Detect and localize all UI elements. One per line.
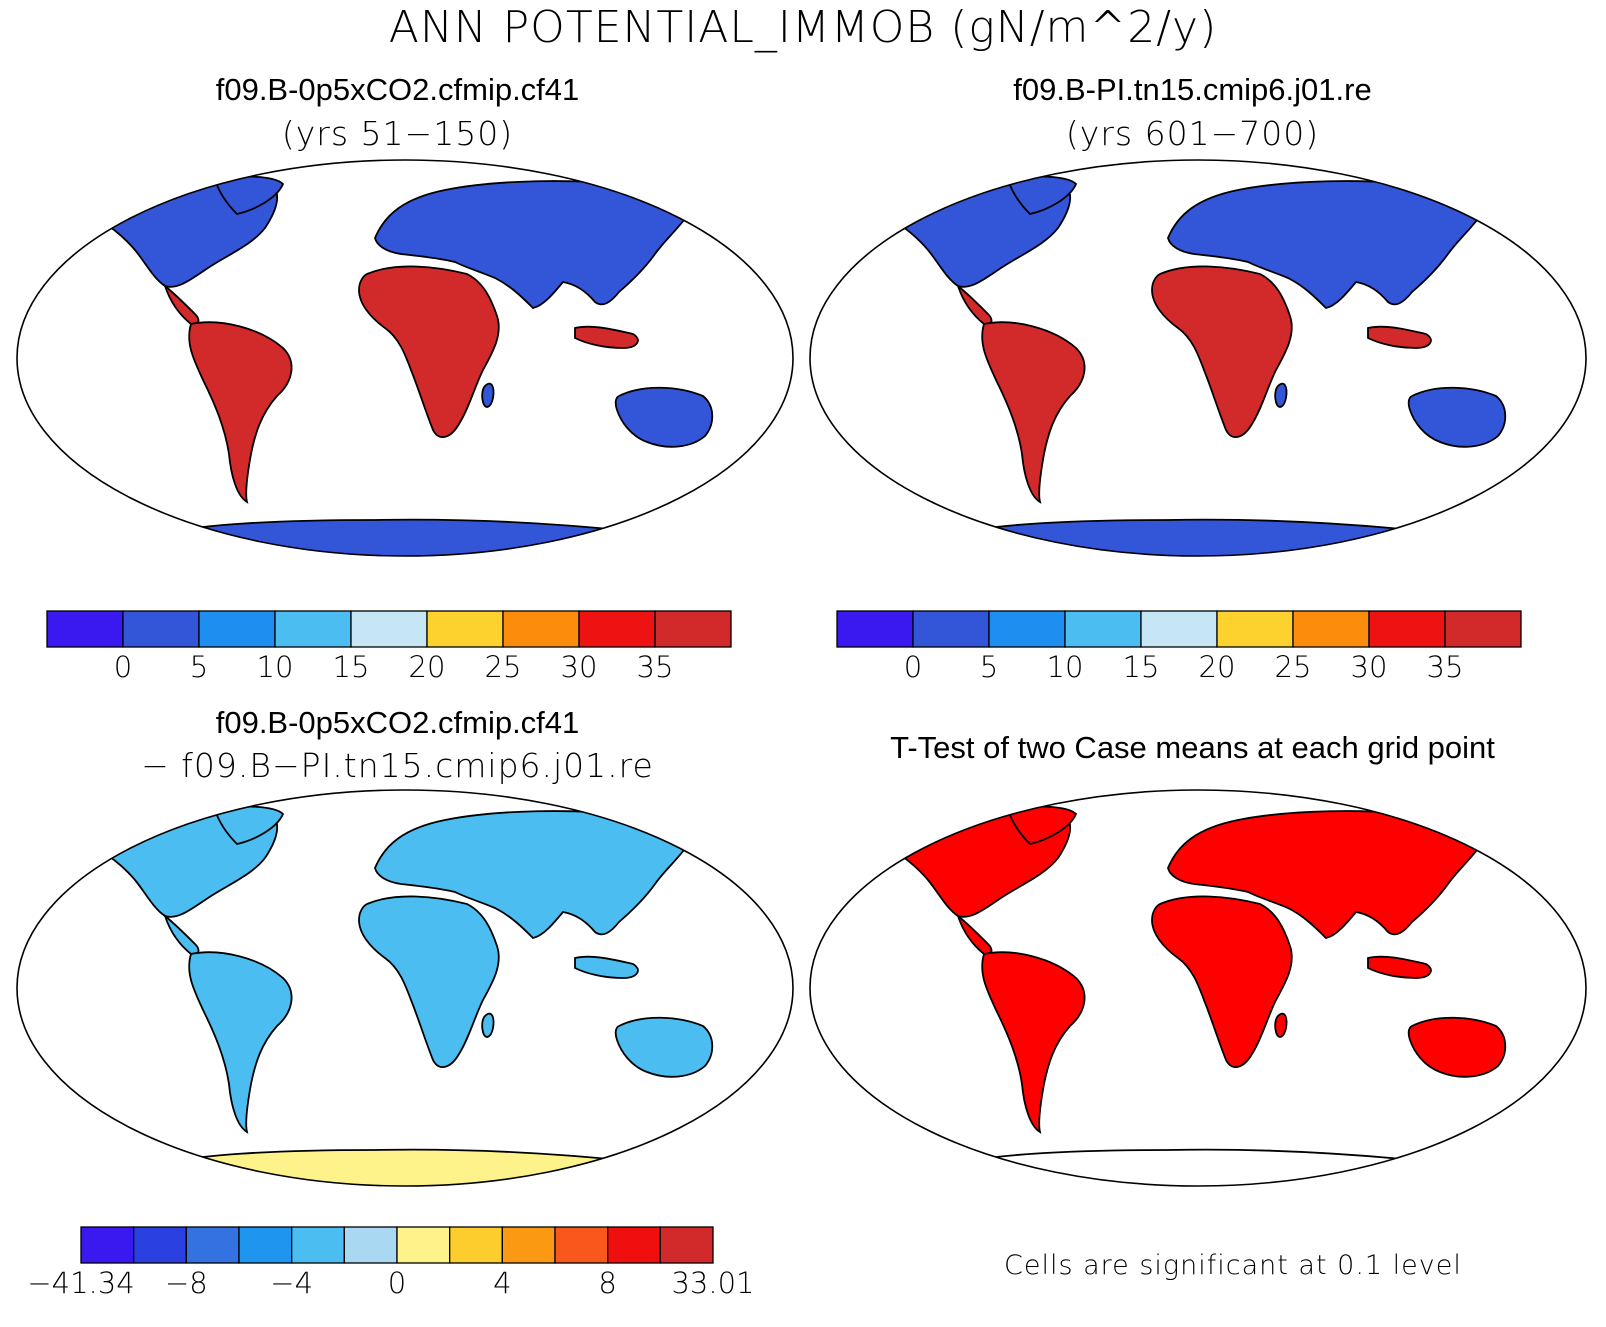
ttest-map (809, 789, 1587, 1187)
africa-landmass (1151, 895, 1293, 1068)
case1-title: f09.B-0p5xCO2.cfmip.cf41 (215, 72, 580, 107)
colorbar-swatch (350, 610, 428, 648)
samerica-landmass (981, 321, 1086, 504)
colorbar-tick-label: 10 (256, 650, 294, 684)
colorbar-tick-label: 15 (1122, 650, 1160, 684)
map-frame (809, 789, 1587, 1187)
ttest-title: T-Test of two Case means at each grid po… (890, 730, 1495, 765)
significance-note: Cells are significant at 0.1 level (1004, 1250, 1462, 1281)
colorbar-tick-label: 8 (598, 1266, 617, 1300)
colorbar-swatch (1368, 610, 1446, 648)
colorbar-tick-label: 5 (189, 650, 209, 684)
eurasia-landmass (374, 810, 690, 939)
colorbar-tick-label: −8 (164, 1266, 208, 1300)
colorbar-swatch (291, 1226, 345, 1264)
australia-landmass (1407, 1016, 1507, 1078)
africa-landmass (358, 265, 500, 438)
colorbar-tick-label: 0 (387, 1266, 407, 1300)
colorbar-swatch (654, 610, 732, 648)
case1-map (16, 159, 794, 557)
diff-colorbar (80, 1226, 714, 1264)
colorbar-tick-label: 15 (332, 650, 370, 684)
colorbar-swatch (578, 610, 656, 648)
australia-landmass (614, 1016, 714, 1078)
map-frame (16, 159, 794, 557)
map-frame (809, 159, 1587, 557)
colorbar-tick-label: 25 (1274, 650, 1312, 684)
colorbar-tick-label: 30 (560, 650, 598, 684)
colorbar-swatch (122, 610, 200, 648)
samerica-landmass (188, 951, 293, 1134)
colorbar-swatch (396, 1226, 451, 1264)
seasia-landmass (574, 955, 639, 979)
colorbar-swatch (1292, 610, 1370, 648)
figure-title: ANN POTENTIAL_IMMOB (gN/m^2/y) (388, 2, 1218, 53)
colorbar-swatch (1216, 610, 1294, 648)
colorbar-swatch (274, 610, 352, 648)
case2-title: f09.B-PI.tn15.cmip6.j01.re (1013, 72, 1372, 107)
colorbar-tick-label: 30 (1350, 650, 1388, 684)
colorbar-swatch (449, 1226, 503, 1264)
colorbar-swatch (554, 1226, 609, 1264)
madagascar-landmass (1274, 1012, 1288, 1038)
madagascar-landmass (481, 382, 495, 408)
colorbar-swatch (659, 1226, 714, 1264)
colorbar-swatch (1064, 610, 1142, 648)
diff-title: f09.B-0p5xCO2.cfmip.cf41 (215, 705, 580, 740)
diff-subtitle: − f09.B−PI.tn15.cmip6.j01.re (141, 746, 654, 785)
colorbar-swatch (836, 610, 914, 648)
colorbar-swatch (1140, 610, 1218, 648)
seasia-landmass (1367, 955, 1432, 979)
madagascar-landmass (481, 1012, 495, 1038)
colorbar-swatch (426, 610, 504, 648)
case1-years: (yrs 51−150) (281, 114, 514, 153)
colorbar-swatch (133, 1226, 187, 1264)
colorbar-swatch (912, 610, 990, 648)
colorbar-tick-label: 20 (408, 650, 446, 684)
colorbar-tick-label: −41.34 (27, 1266, 135, 1300)
colorbar-swatch (988, 610, 1066, 648)
case2-colorbar (836, 610, 1522, 648)
colorbar-tick-label: 25 (484, 650, 522, 684)
colorbar-tick-label: 4 (493, 1266, 512, 1300)
colorbar-tick-label: 35 (636, 650, 674, 684)
colorbar-tick-label: 0 (113, 650, 133, 684)
colorbar-tick-label: 20 (1198, 650, 1236, 684)
colorbar-swatch (502, 610, 580, 648)
colorbar-swatch (46, 610, 124, 648)
case2-map (809, 159, 1587, 557)
colorbar-swatch (607, 1226, 661, 1264)
map-frame (16, 789, 794, 1187)
seasia-landmass (1367, 325, 1432, 349)
colorbar-tick-label: −4 (270, 1266, 314, 1300)
africa-landmass (1151, 265, 1293, 438)
africa-landmass (358, 895, 500, 1068)
australia-landmass (614, 386, 714, 448)
australia-landmass (1407, 386, 1507, 448)
case1-colorbar (46, 610, 732, 648)
colorbar-swatch (80, 1226, 135, 1264)
colorbar-tick-label: 0 (903, 650, 923, 684)
seasia-landmass (574, 325, 639, 349)
eurasia-landmass (1167, 810, 1483, 939)
colorbar-swatch (343, 1226, 398, 1264)
colorbar-tick-label: 35 (1426, 650, 1464, 684)
colorbar-tick-label: 5 (979, 650, 999, 684)
colorbar-swatch (501, 1226, 556, 1264)
colorbar-swatch (238, 1226, 293, 1264)
colorbar-swatch (185, 1226, 240, 1264)
colorbar-tick-label: 10 (1046, 650, 1084, 684)
eurasia-landmass (374, 180, 690, 309)
case2-years: (yrs 601−700) (1065, 114, 1320, 153)
colorbar-swatch (1444, 610, 1522, 648)
eurasia-landmass (1167, 180, 1483, 309)
diff-map (16, 789, 794, 1187)
madagascar-landmass (1274, 382, 1288, 408)
colorbar-tick-label: 33.01 (671, 1266, 755, 1300)
samerica-landmass (981, 951, 1086, 1134)
samerica-landmass (188, 321, 293, 504)
colorbar-swatch (198, 610, 276, 648)
